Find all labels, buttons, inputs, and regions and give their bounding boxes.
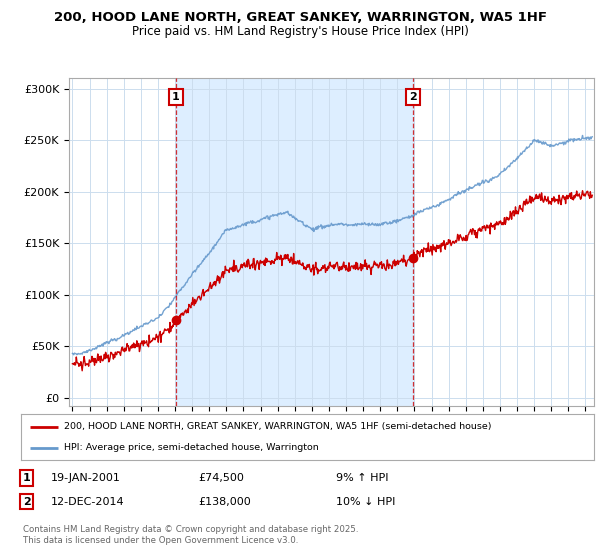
Text: 2: 2 [409,92,417,102]
Text: £138,000: £138,000 [198,497,251,507]
Text: 12-DEC-2014: 12-DEC-2014 [51,497,125,507]
Text: 10% ↓ HPI: 10% ↓ HPI [336,497,395,507]
Text: HPI: Average price, semi-detached house, Warrington: HPI: Average price, semi-detached house,… [64,444,319,452]
Text: 200, HOOD LANE NORTH, GREAT SANKEY, WARRINGTON, WA5 1HF: 200, HOOD LANE NORTH, GREAT SANKEY, WARR… [53,11,547,24]
Text: 9% ↑ HPI: 9% ↑ HPI [336,473,389,483]
Text: Contains HM Land Registry data © Crown copyright and database right 2025.
This d: Contains HM Land Registry data © Crown c… [23,525,358,545]
Text: 1: 1 [23,473,31,483]
Bar [176,78,413,406]
Text: £74,500: £74,500 [198,473,244,483]
Text: 19-JAN-2001: 19-JAN-2001 [51,473,121,483]
Text: 200, HOOD LANE NORTH, GREAT SANKEY, WARRINGTON, WA5 1HF (semi-detached house): 200, HOOD LANE NORTH, GREAT SANKEY, WARR… [64,422,491,431]
Text: Price paid vs. HM Land Registry's House Price Index (HPI): Price paid vs. HM Land Registry's House … [131,25,469,38]
Text: 2: 2 [23,497,31,507]
Text: 1: 1 [172,92,180,102]
